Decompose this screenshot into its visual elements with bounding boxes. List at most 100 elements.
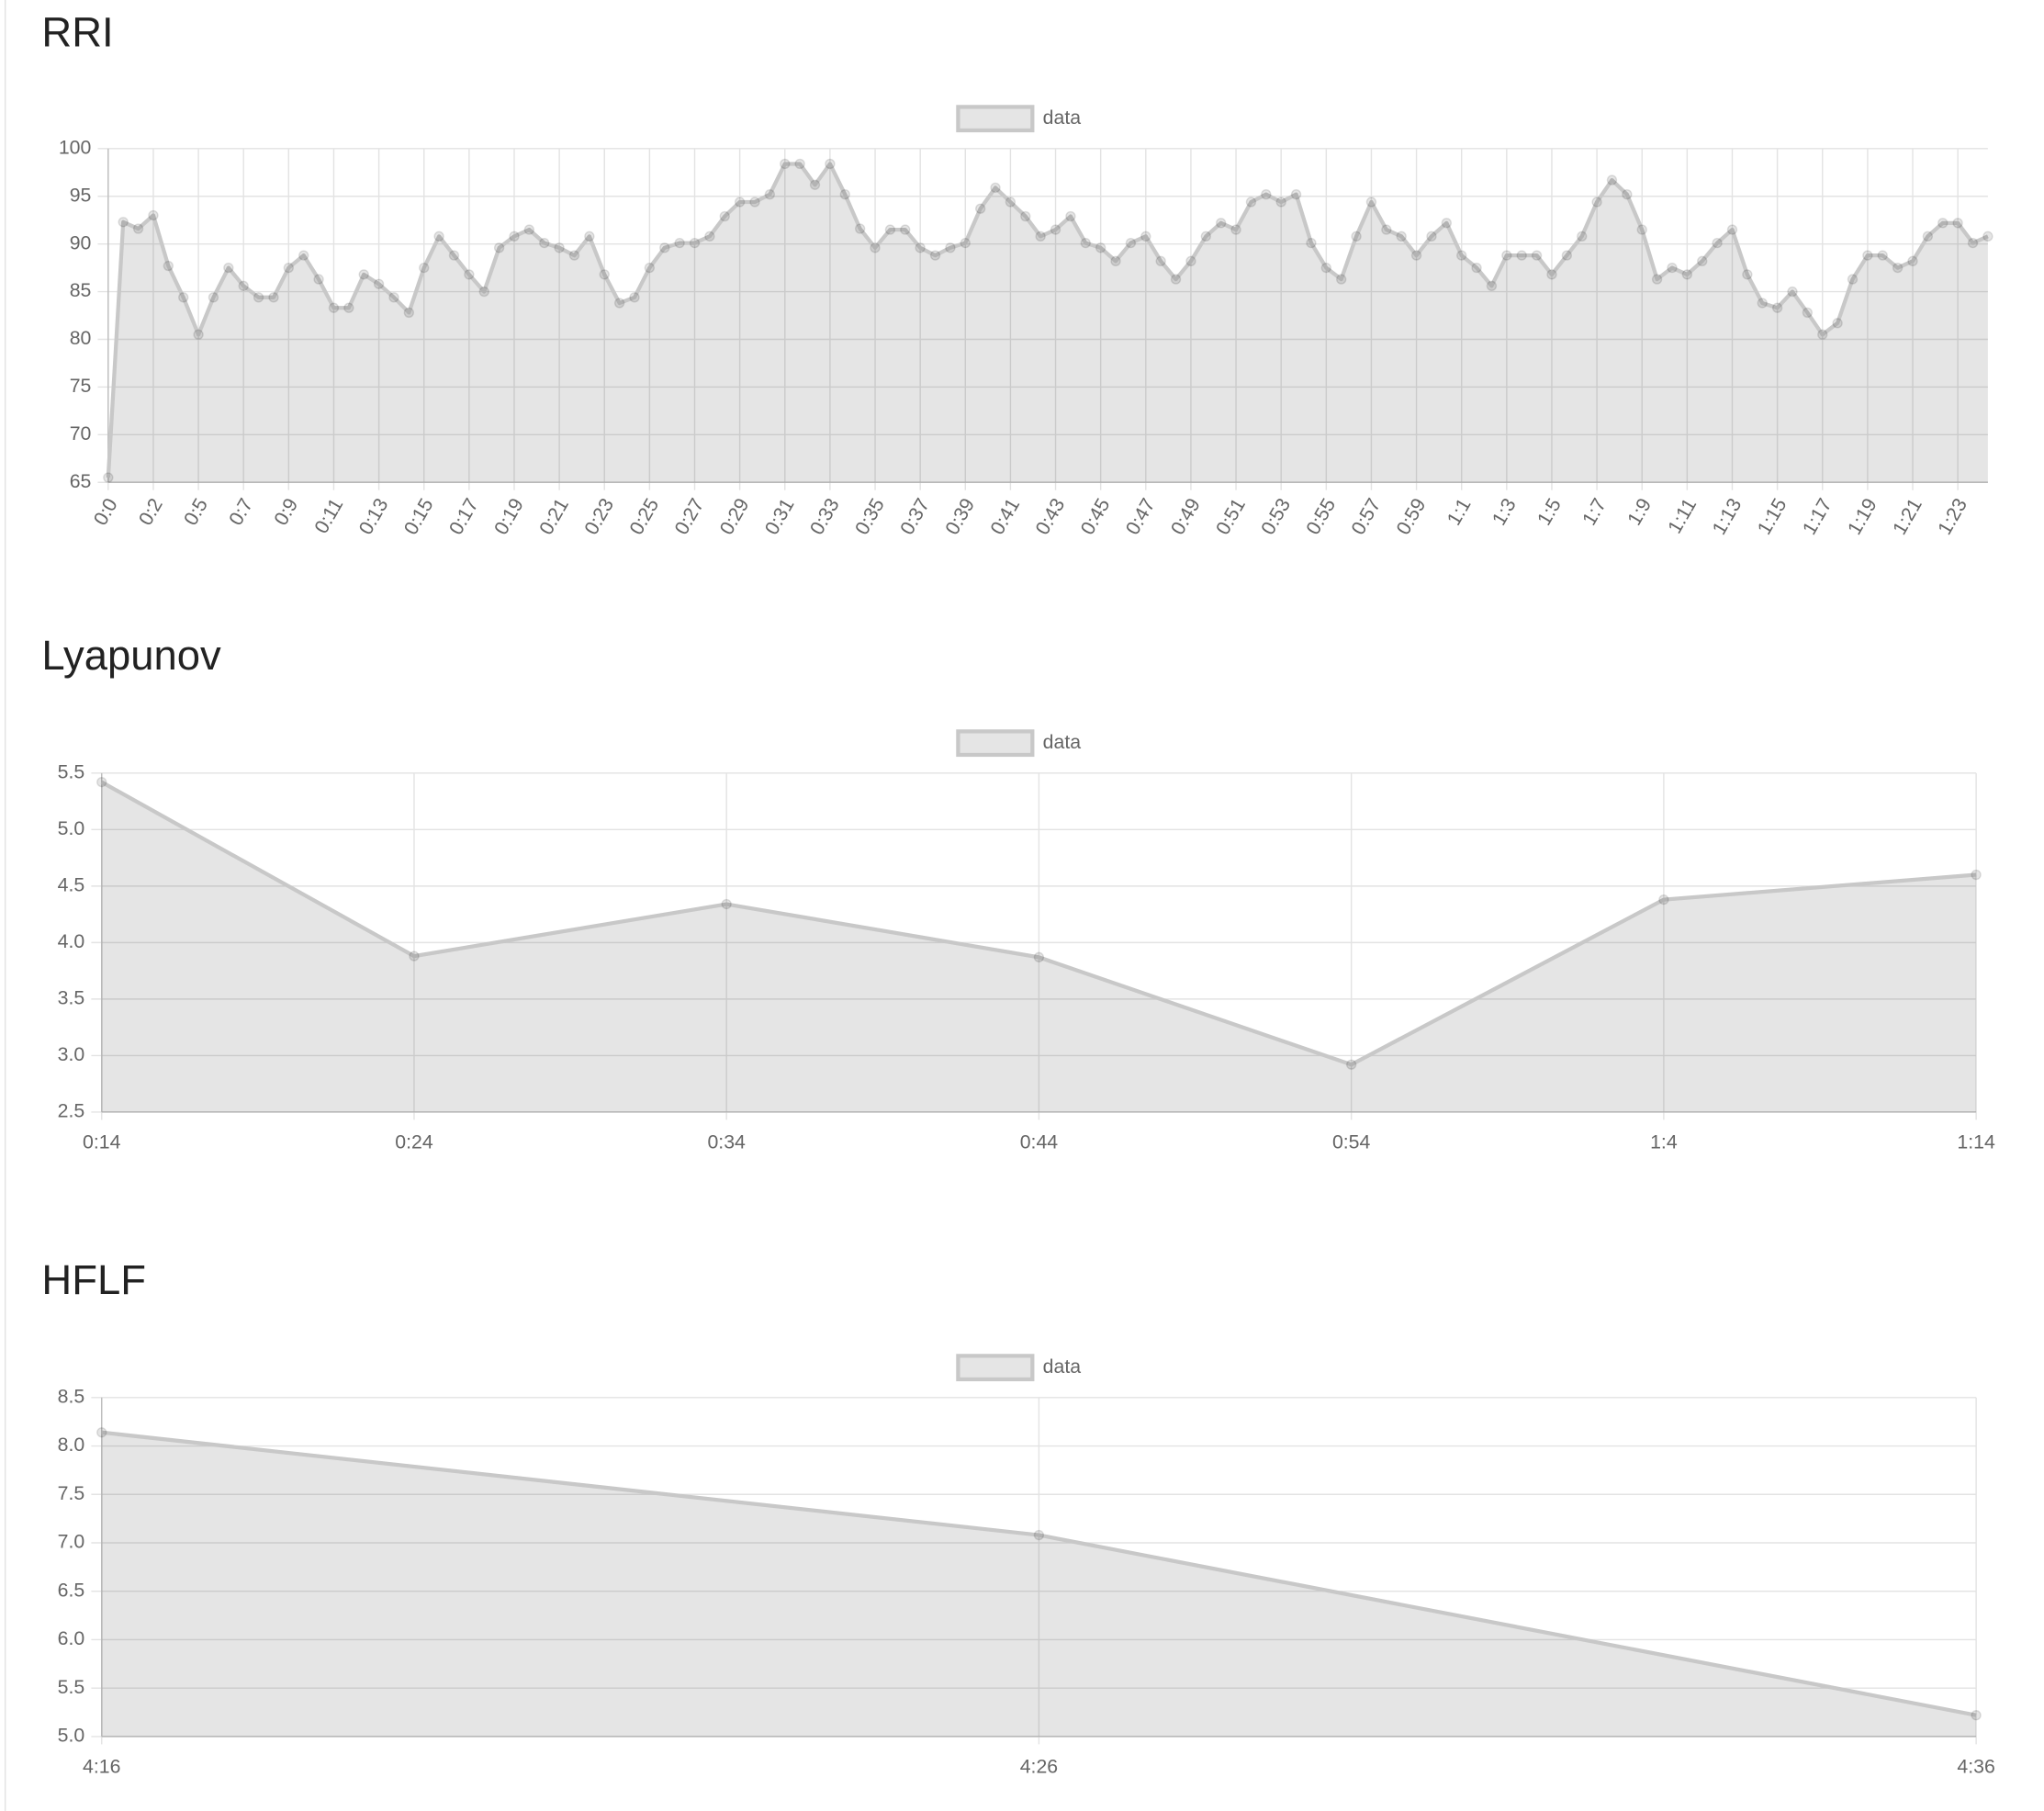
data-point bbox=[1320, 262, 1332, 274]
data-point bbox=[163, 260, 174, 272]
x-tick-label: 0:47 bbox=[1121, 494, 1159, 538]
area bbox=[107, 163, 1988, 483]
data-point bbox=[1606, 174, 1618, 186]
data-point bbox=[238, 280, 249, 292]
x-tick-label: 1:21 bbox=[1888, 494, 1926, 538]
x-tick-label: 4:36 bbox=[1957, 1756, 1994, 1778]
data-point bbox=[659, 242, 670, 253]
x-tick-label: 4:16 bbox=[83, 1756, 120, 1778]
x-tick-label: 1:9 bbox=[1623, 494, 1657, 529]
x-tick-label: 0:29 bbox=[715, 494, 753, 538]
data-point bbox=[568, 250, 580, 261]
data-point bbox=[1110, 255, 1121, 267]
data-point bbox=[1591, 197, 1602, 208]
x-tick-label: 0:59 bbox=[1392, 494, 1430, 538]
x-tick-label: 0:39 bbox=[941, 494, 979, 538]
data-point bbox=[343, 302, 354, 313]
y-tick-label: 85 bbox=[70, 279, 92, 301]
data-point bbox=[1726, 224, 1738, 235]
data-point bbox=[1907, 255, 1918, 267]
data-point bbox=[1456, 250, 1467, 261]
data-point bbox=[1035, 231, 1046, 242]
data-point bbox=[1501, 250, 1512, 261]
data-point bbox=[1577, 231, 1588, 242]
x-tick-label: 1:4 bbox=[1650, 1131, 1678, 1153]
data-point bbox=[1261, 188, 1272, 200]
data-point bbox=[1937, 218, 1949, 229]
data-point bbox=[1531, 250, 1543, 261]
x-tick-label: 0:45 bbox=[1076, 494, 1114, 538]
x-tick-label: 0:14 bbox=[83, 1131, 121, 1153]
y-tick-label: 6.5 bbox=[58, 1579, 85, 1601]
data-point bbox=[704, 231, 715, 242]
data-point bbox=[809, 179, 821, 190]
data-point bbox=[464, 269, 475, 280]
line bbox=[100, 780, 1977, 1067]
x-tick-label: 0:44 bbox=[1020, 1131, 1059, 1153]
data-point bbox=[674, 237, 685, 249]
data-point bbox=[644, 262, 656, 274]
y-tick-label: 4.0 bbox=[58, 930, 85, 952]
data-point bbox=[1275, 197, 1286, 208]
data-point bbox=[1336, 274, 1347, 285]
data-point bbox=[1140, 231, 1151, 242]
data-point bbox=[1636, 224, 1647, 235]
x-tick-label: 4:26 bbox=[1020, 1756, 1058, 1778]
data-point bbox=[1216, 218, 1227, 229]
data-point bbox=[388, 292, 399, 303]
data-point bbox=[433, 231, 444, 242]
x-tick-label: 0:55 bbox=[1302, 494, 1340, 538]
y-tick-label: 2.5 bbox=[58, 1100, 85, 1122]
data-point bbox=[1877, 250, 1888, 261]
data-point bbox=[1095, 242, 1106, 253]
x-tick-label: 1:7 bbox=[1578, 494, 1611, 529]
data-point bbox=[1125, 237, 1137, 249]
data-point bbox=[268, 292, 279, 303]
area bbox=[101, 782, 1977, 1112]
y-tick-label: 8.0 bbox=[58, 1434, 85, 1456]
data-point bbox=[403, 307, 415, 319]
data-point bbox=[584, 231, 595, 242]
data-point bbox=[148, 209, 159, 221]
data-point bbox=[1065, 210, 1076, 222]
data-point bbox=[945, 242, 956, 253]
x-tick-label: 0:41 bbox=[986, 494, 1024, 538]
data-point bbox=[1802, 307, 1814, 319]
x-tick-label: 0:0 bbox=[89, 494, 122, 529]
chart-title: RRI bbox=[41, 8, 113, 55]
data-point bbox=[478, 286, 489, 298]
data-point bbox=[929, 250, 941, 261]
x-tick-label: 1:13 bbox=[1708, 494, 1746, 538]
x-tick-label: 0:9 bbox=[270, 494, 303, 529]
x-tick-label: 0:34 bbox=[707, 1131, 746, 1153]
data-point bbox=[1230, 224, 1241, 235]
data-point bbox=[1658, 894, 1669, 906]
x-tick-label: 0:43 bbox=[1031, 494, 1069, 538]
x-tick-label: 0:21 bbox=[535, 494, 573, 538]
data-point bbox=[613, 298, 625, 309]
data-point bbox=[1486, 280, 1498, 292]
y-tick-label: 7.5 bbox=[58, 1482, 85, 1504]
x-tick-label: 0:57 bbox=[1347, 494, 1385, 538]
data-point bbox=[1185, 255, 1196, 267]
data-point bbox=[1971, 869, 1982, 881]
data-point bbox=[539, 237, 550, 249]
y-tick-label: 100 bbox=[59, 136, 92, 158]
data-point bbox=[1516, 250, 1527, 261]
y-tick-label: 4.5 bbox=[58, 873, 85, 895]
y-tick-label: 3.5 bbox=[58, 987, 85, 1009]
data-point bbox=[1410, 250, 1422, 261]
data-point bbox=[328, 302, 340, 313]
x-tick-label: 0:7 bbox=[225, 494, 258, 529]
data-point bbox=[493, 242, 505, 253]
y-tick-label: 70 bbox=[70, 422, 92, 444]
data-point bbox=[1651, 274, 1663, 285]
x-tick-label: 0:31 bbox=[760, 494, 798, 538]
x-tick-label: 0:13 bbox=[354, 494, 392, 538]
data-point bbox=[719, 210, 730, 222]
data-point bbox=[1971, 1710, 1982, 1721]
data-point bbox=[1757, 298, 1768, 309]
x-tick-label: 1:11 bbox=[1664, 494, 1701, 537]
data-point bbox=[1345, 1059, 1357, 1070]
